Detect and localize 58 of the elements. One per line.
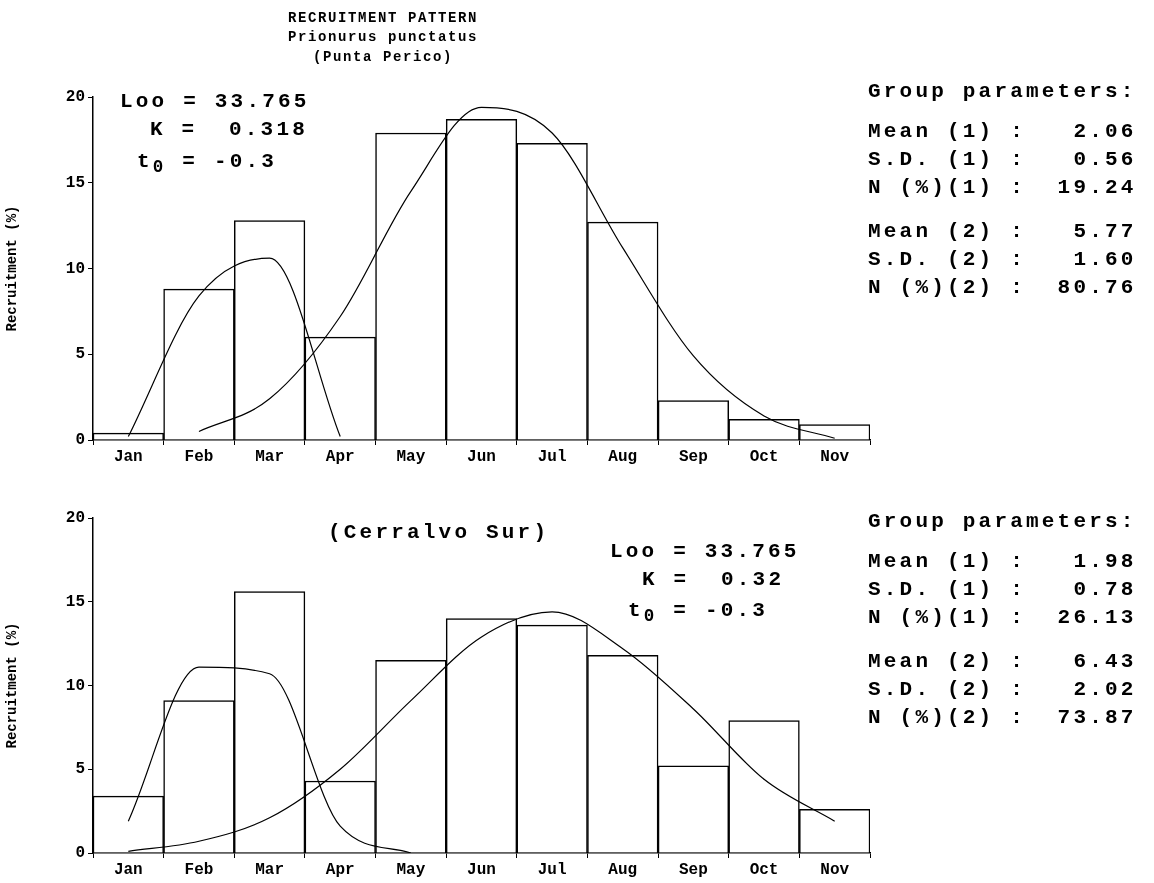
y-tick-label: 20 xyxy=(65,88,85,107)
x-tick-label: Nov xyxy=(820,447,850,466)
x-tick-label: May xyxy=(396,860,426,879)
annotation: Loo = 33.765 xyxy=(610,540,800,563)
text: Group parameters: xyxy=(868,510,1137,533)
annotation: K = 0.32 xyxy=(642,568,785,591)
y-tick-label: 15 xyxy=(65,173,85,192)
annotation: Loo = 33.765 xyxy=(120,90,310,113)
annotation: S.D. (2) : 1.60 xyxy=(868,248,1137,271)
x-tick-label: Apr xyxy=(325,447,355,466)
x-tick-label: Jan xyxy=(113,860,143,879)
y-tick-label: 10 xyxy=(65,676,85,695)
x-tick-label: Jan xyxy=(113,447,143,466)
y-tick-label: 10 xyxy=(65,259,85,278)
annotation: t$_{0}$ = -0.3 xyxy=(137,150,278,178)
x-tick-label: Apr xyxy=(325,860,355,879)
annotation: N (%)(1) : 19.24 xyxy=(868,176,1137,199)
annotation: N (%)(1) : 26.13 xyxy=(868,606,1137,629)
x-tick-label: Mar xyxy=(255,447,284,466)
annotation: S.D. (1) : 0.56 xyxy=(868,148,1137,171)
annotation: Mean (2) : 5.77 xyxy=(868,220,1137,243)
annotation: S.D. (2) : 2.02 xyxy=(868,678,1137,701)
y-axis-title: Recruitment (%) xyxy=(3,622,20,749)
x-tick-label: Jul xyxy=(537,447,567,466)
x-tick-label: Aug xyxy=(608,447,638,466)
annotation: S.D. (1) : 0.78 xyxy=(868,578,1137,601)
x-tick-label: Feb xyxy=(184,860,214,879)
x-tick-label: Sep xyxy=(679,860,708,879)
annotation: N (%)(2) : 73.87 xyxy=(868,706,1137,729)
y-tick-label: 5 xyxy=(75,760,85,779)
text: (Punta Perico) xyxy=(312,48,454,67)
annotation: Mean (2) : 6.43 xyxy=(868,650,1137,673)
annotation: N (%)(2) : 80.76 xyxy=(868,276,1137,299)
annotation: K = 0.318 xyxy=(150,118,309,141)
x-tick-label: Jun xyxy=(467,860,496,879)
y-tick-label: 0 xyxy=(75,431,85,450)
y-tick-label: 5 xyxy=(75,345,85,364)
x-tick-label: Jul xyxy=(537,860,567,879)
x-tick-label: Oct xyxy=(749,447,779,466)
x-tick-label: Sep xyxy=(679,447,708,466)
x-tick-label: Feb xyxy=(184,447,214,466)
y-tick-label: 0 xyxy=(75,844,85,863)
x-tick-label: Oct xyxy=(749,860,779,879)
x-tick-label: Aug xyxy=(608,860,638,879)
annotation: t$_{0}$ = -0.3 xyxy=(628,599,769,627)
x-tick-label: Jun xyxy=(467,447,496,466)
text: Group parameters: xyxy=(868,80,1137,103)
chart-title: RECRUITMENT PATTERN xyxy=(287,9,479,28)
chart-subtitle: Prionurus punctatus xyxy=(287,28,479,47)
y-tick-label: 20 xyxy=(65,509,85,528)
y-tick-label: 15 xyxy=(65,592,85,611)
x-tick-label: Nov xyxy=(820,860,850,879)
annotation: Mean (1) : 2.06 xyxy=(868,120,1137,143)
annotation: Mean (1) : 1.98 xyxy=(868,550,1137,573)
x-tick-label: May xyxy=(396,447,426,466)
annotation: (Cerralvo Sur) xyxy=(328,521,550,544)
y-axis-title: Recruitment (%) xyxy=(3,205,20,332)
x-tick-label: Mar xyxy=(255,860,284,879)
